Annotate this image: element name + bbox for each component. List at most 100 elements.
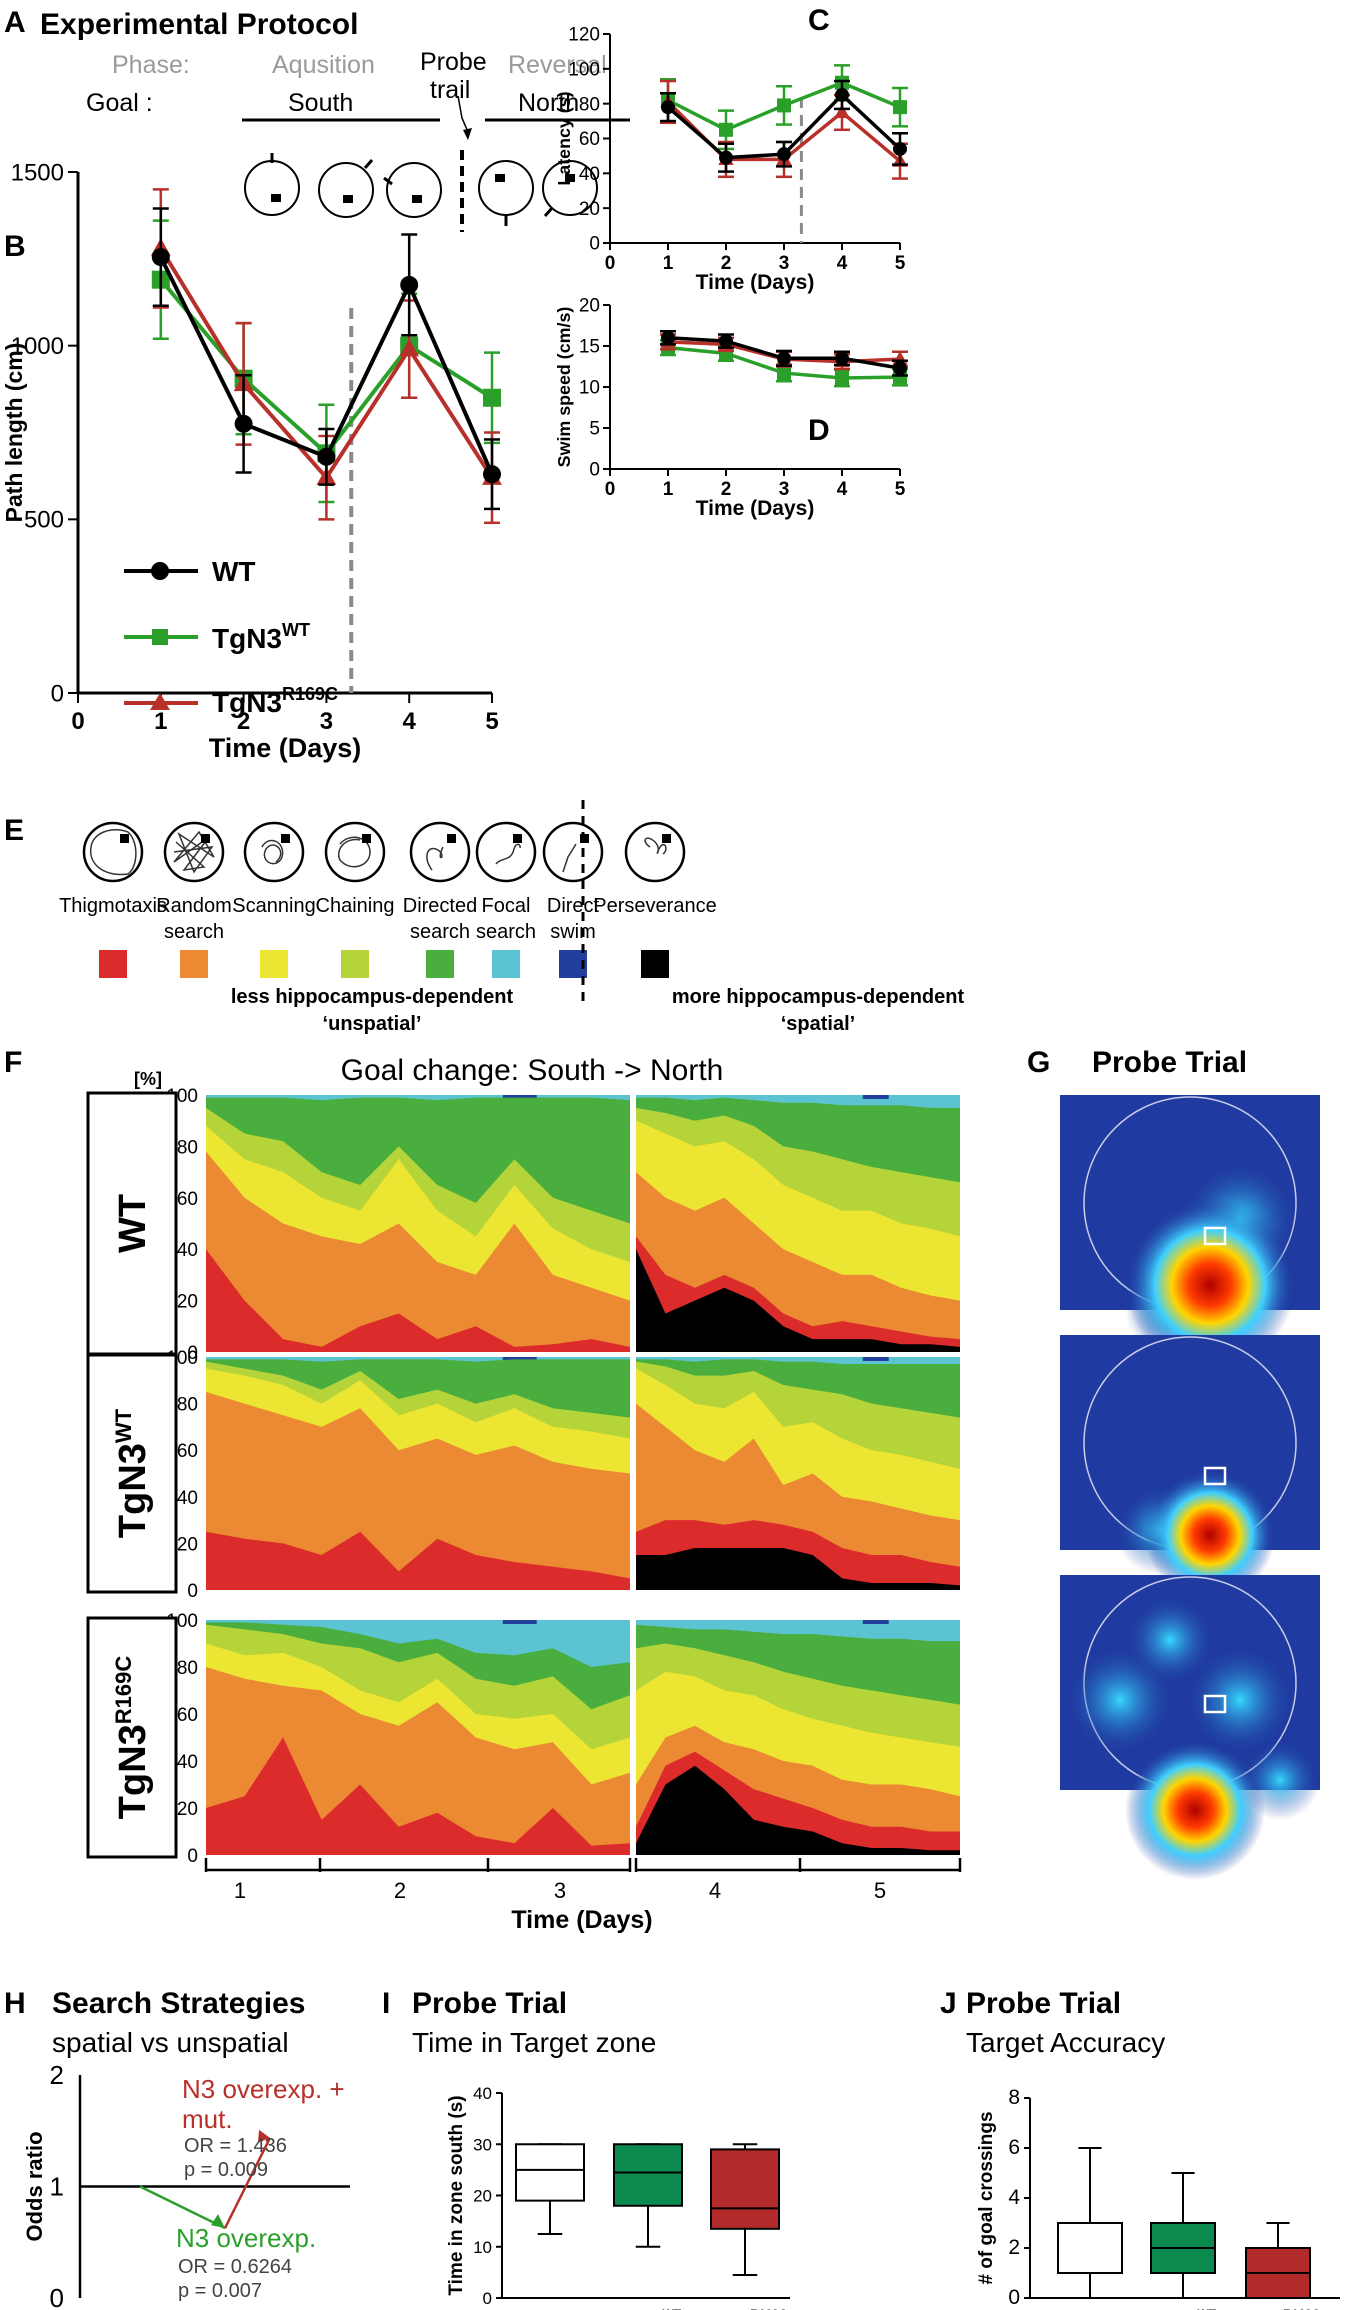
strategy-label: Thigmotaxis <box>59 895 167 917</box>
x-axis-label: Time (Days) <box>209 733 362 763</box>
strategy-color-swatch <box>426 950 454 978</box>
panel-letter-i: I <box>382 1987 390 2020</box>
x-tick-label: 3 <box>779 253 790 274</box>
platform-icon <box>447 834 456 843</box>
platform-icon <box>513 834 522 843</box>
y-axis-label: Path length (cm) <box>1 343 27 523</box>
y-tick-label: 1000 <box>11 333 64 360</box>
pool-icon-3 <box>383 162 442 218</box>
heat-blob <box>1125 1595 1215 1685</box>
group-tick-label: TgN3WT <box>1150 2307 1217 2310</box>
strategy-label: Directed <box>403 895 477 917</box>
panel-letter-e: E <box>4 814 24 847</box>
legend-wt-label: WT <box>212 556 256 587</box>
y-tick-label: 40 <box>579 164 600 185</box>
group-tick-label: TgN3WT <box>615 2307 682 2310</box>
n3-mut-p: p = 0.009 <box>184 2159 268 2181</box>
x-tick-label: 2 <box>394 1878 406 1903</box>
strategy-area-band <box>636 1765 960 1855</box>
y-tick-label: 20 <box>177 1799 198 1820</box>
data-point <box>893 100 907 115</box>
phase-probe-2: trail <box>430 76 470 104</box>
swim-path-icon <box>338 836 371 868</box>
panel-a-title: Experimental Protocol <box>40 8 358 41</box>
data-point <box>661 100 675 115</box>
box-iqr <box>1057 2222 1123 2274</box>
x-tick-label: 0 <box>605 479 616 500</box>
phase-reversal: Reversal <box>508 51 607 79</box>
x-axis-label: Time (Days) <box>696 497 815 520</box>
data-point <box>835 87 849 102</box>
y-tick-label: 2 <box>1008 2236 1020 2259</box>
data-point <box>400 275 419 294</box>
strategy-random: Random search <box>156 821 232 978</box>
swim-path-icon <box>562 843 577 873</box>
x-tick-label: 0 <box>605 253 616 274</box>
chart-f: 020406080100WT020406080100TgN3WT02040608… <box>86 1086 962 1934</box>
strategy-color-swatch <box>492 950 520 978</box>
box-iqr <box>613 2143 683 2207</box>
probe-arrowhead <box>463 128 472 140</box>
group-tick-label: TgN3R169C <box>1236 2307 1321 2310</box>
strategy-color-swatch <box>641 950 669 978</box>
strategy-perseverance: Perseverance <box>593 821 717 978</box>
less-hippocampus-label: less hippocampus-dependent <box>231 986 514 1008</box>
y-axis-label: Swim speed (cm/s) <box>554 307 574 468</box>
box-tgn3-wt: TgN3WT <box>613 2143 683 2310</box>
x-tick-label: 3 <box>554 1878 566 1903</box>
y-tick-label: 0 <box>483 2289 492 2308</box>
heat-hotspot <box>1125 1740 1265 1880</box>
legend-item-tgn3-wt: TgN3WT <box>124 620 310 654</box>
strategy-pool-icon <box>324 821 386 883</box>
direct-swim-area <box>862 1357 889 1361</box>
direct-swim-area <box>862 1095 889 1099</box>
strategy-pool-icon <box>624 821 686 883</box>
panel-h-title: Search Strategies <box>52 1987 305 2020</box>
strategy-chaining: Chaining <box>316 821 394 978</box>
swim-path-icon <box>261 839 284 865</box>
panel-a: A Experimental Protocol Phase: Goal : Aq… <box>4 6 630 232</box>
box-wt: WT <box>515 2143 585 2235</box>
y-tick-label: 8 <box>1008 2086 1020 2109</box>
data-point <box>399 338 420 357</box>
y-tick-label: 20 <box>579 296 600 317</box>
strategy-label-2: search <box>164 921 224 943</box>
strategy-focal: Focal search <box>475 821 537 978</box>
n3-overexp-p: p = 0.007 <box>178 2280 262 2302</box>
swim-path-icon <box>426 846 444 871</box>
y-tick-label: 100 <box>568 59 600 80</box>
group-label: WT <box>112 1194 154 1253</box>
phase-probe: Probe <box>420 48 487 76</box>
y-tick-label: 0 <box>50 2283 64 2310</box>
legend-tgn3-wt-base: TgN3 <box>212 623 282 654</box>
probe-heatmap <box>1060 1335 1320 1600</box>
y-tick-label: 60 <box>177 1705 198 1726</box>
pool-icon-4 <box>478 160 534 226</box>
probe-heatmap <box>1060 1095 1320 1370</box>
strategy-label: Random <box>156 895 232 917</box>
strategy-label: Focal <box>482 895 531 917</box>
heat-hotspot <box>1125 1200 1295 1370</box>
panel-letter-f: F <box>4 1046 22 1079</box>
strategy-label: Perseverance <box>593 895 716 917</box>
panel-letter-j: J <box>940 1987 957 2020</box>
swim-path-icon <box>173 830 215 874</box>
y-tick-label: 0 <box>51 680 64 707</box>
platform-icon <box>362 834 371 843</box>
data-point <box>483 465 501 484</box>
y-tick-label: 10 <box>473 2238 492 2257</box>
n3-mut-arrowhead <box>258 2129 270 2143</box>
x-tick-label: 0 <box>71 708 84 735</box>
legend: WT TgN3WT TgN3R169C <box>124 556 338 718</box>
chart-i: Probe Trial Time in Target zone 0 10 20 30 40 T… <box>412 1987 790 2310</box>
strategy-label-2: search <box>410 921 470 943</box>
panel-f-title: Goal change: South -> North <box>341 1054 724 1087</box>
x-tick-label: 1 <box>234 1878 246 1903</box>
strategy-area-band <box>206 1249 630 1352</box>
x-tick-label: 3 <box>779 479 790 500</box>
y-tick-label: 10 <box>579 378 600 399</box>
y-tick-label: 40 <box>473 2084 492 2103</box>
